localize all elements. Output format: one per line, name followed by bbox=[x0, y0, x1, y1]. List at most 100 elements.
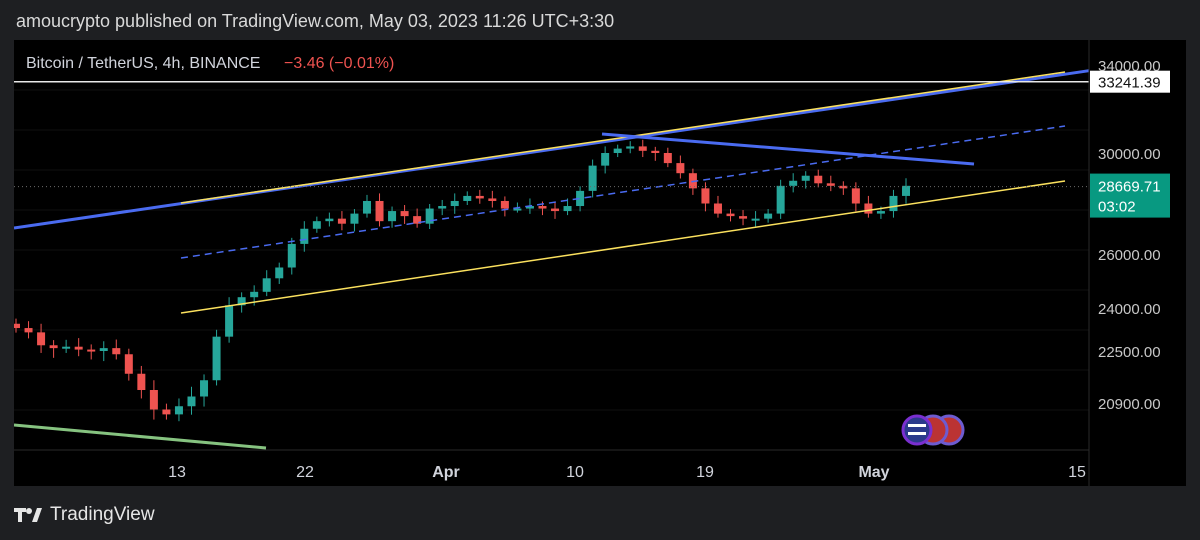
candle[interactable] bbox=[663, 153, 672, 164]
price-chart[interactable]: 34000.0030000.0026000.0024000.0022500.00… bbox=[14, 40, 1186, 486]
candle[interactable] bbox=[62, 346, 71, 349]
candle[interactable] bbox=[463, 195, 472, 201]
footer: TradingView bbox=[14, 504, 155, 526]
candle[interactable] bbox=[375, 200, 384, 222]
candle[interactable] bbox=[413, 216, 422, 224]
chart-panel[interactable]: 34000.00 30000.00 26000.00 24000.00 22500.00… bbox=[14, 40, 1186, 486]
candle[interactable] bbox=[488, 198, 497, 201]
support-line-old[interactable] bbox=[14, 423, 267, 450]
candle[interactable] bbox=[212, 336, 221, 381]
flag-stripe bbox=[908, 432, 926, 435]
candle[interactable] bbox=[726, 213, 735, 217]
candle[interactable] bbox=[425, 208, 434, 224]
candle[interactable] bbox=[275, 267, 284, 279]
x-tick-label: 10 bbox=[566, 464, 584, 481]
chart-legend-symbol: Bitcoin / TetherUS, 4h, BINANCE bbox=[26, 55, 260, 72]
us-flag-icon[interactable] bbox=[901, 414, 933, 446]
candle[interactable] bbox=[14, 323, 20, 329]
candle[interactable] bbox=[513, 208, 522, 211]
candle[interactable] bbox=[362, 200, 371, 214]
x-tick-label: 19 bbox=[696, 464, 714, 481]
candle-countdown-label: 03:02 bbox=[1098, 199, 1136, 216]
candle[interactable] bbox=[337, 218, 346, 224]
candle[interactable] bbox=[902, 185, 910, 196]
candle[interactable] bbox=[312, 221, 321, 229]
candle[interactable] bbox=[350, 213, 359, 224]
candle[interactable] bbox=[200, 380, 209, 397]
candle[interactable] bbox=[801, 175, 810, 181]
candle[interactable] bbox=[325, 218, 334, 222]
candle[interactable] bbox=[149, 390, 158, 410]
candle[interactable] bbox=[112, 348, 121, 355]
candle[interactable] bbox=[225, 305, 234, 337]
candle[interactable] bbox=[475, 195, 484, 199]
candle[interactable] bbox=[174, 406, 183, 415]
candle[interactable] bbox=[300, 228, 309, 244]
candle[interactable] bbox=[688, 173, 697, 189]
candle[interactable] bbox=[576, 190, 585, 207]
candle[interactable] bbox=[789, 180, 798, 186]
flag-stripe bbox=[908, 424, 926, 427]
y-tick-label: 20900.00 bbox=[1098, 396, 1161, 413]
candle[interactable] bbox=[37, 332, 46, 346]
candle[interactable] bbox=[601, 153, 610, 166]
candle[interactable] bbox=[287, 243, 296, 268]
resistance-trendline[interactable] bbox=[601, 132, 975, 166]
candle[interactable] bbox=[876, 211, 885, 214]
candle[interactable] bbox=[388, 211, 397, 222]
x-tick-label: May bbox=[858, 464, 889, 481]
candle[interactable] bbox=[826, 183, 835, 186]
publisher-line: amoucrypto published on TradingView.com,… bbox=[16, 11, 615, 31]
candle[interactable] bbox=[538, 206, 547, 209]
candle[interactable] bbox=[626, 146, 635, 149]
candle[interactable] bbox=[162, 409, 171, 415]
candle[interactable] bbox=[74, 346, 83, 350]
candle[interactable] bbox=[237, 297, 246, 306]
candle[interactable] bbox=[701, 188, 710, 204]
channel-upper-trendline[interactable] bbox=[14, 69, 1090, 230]
candle[interactable] bbox=[137, 373, 146, 390]
event-flags[interactable] bbox=[901, 414, 965, 446]
x-tick-label: Apr bbox=[432, 464, 460, 481]
candle[interactable] bbox=[450, 200, 459, 207]
x-tick-label: 13 bbox=[168, 464, 186, 481]
x-tick-label: 15 bbox=[1068, 464, 1086, 481]
candle[interactable] bbox=[551, 208, 560, 212]
candle[interactable] bbox=[250, 291, 259, 298]
candle[interactable] bbox=[400, 211, 409, 217]
candle[interactable] bbox=[864, 203, 873, 214]
candle[interactable] bbox=[87, 349, 96, 352]
candle[interactable] bbox=[851, 188, 860, 204]
tradingview-logo-icon bbox=[14, 508, 42, 522]
candle[interactable] bbox=[638, 146, 647, 151]
candle[interactable] bbox=[776, 185, 785, 214]
candle[interactable] bbox=[124, 354, 133, 374]
candle[interactable] bbox=[613, 148, 622, 153]
channel-lower-line[interactable] bbox=[180, 180, 1066, 314]
candle[interactable] bbox=[187, 396, 196, 407]
candle[interactable] bbox=[713, 203, 722, 214]
y-tick-label: 30000.00 bbox=[1098, 146, 1161, 163]
candle[interactable] bbox=[739, 216, 748, 219]
candle[interactable] bbox=[99, 348, 108, 351]
candle[interactable] bbox=[525, 206, 534, 209]
candle[interactable] bbox=[563, 206, 572, 212]
candle[interactable] bbox=[24, 328, 33, 333]
candle[interactable] bbox=[49, 345, 58, 349]
candle[interactable] bbox=[814, 175, 823, 184]
last-price-badge bbox=[1090, 173, 1170, 218]
candle[interactable] bbox=[438, 206, 447, 209]
candle[interactable] bbox=[839, 185, 848, 189]
candle[interactable] bbox=[500, 200, 509, 209]
candle[interactable] bbox=[889, 195, 898, 212]
candle[interactable] bbox=[764, 213, 773, 219]
channel-midline[interactable] bbox=[180, 125, 1066, 259]
channel-upper-line[interactable] bbox=[180, 71, 1066, 204]
x-tick-label: 22 bbox=[296, 464, 314, 481]
candle[interactable] bbox=[751, 218, 760, 221]
footer-brand[interactable]: TradingView bbox=[50, 504, 155, 525]
candle[interactable] bbox=[676, 163, 685, 174]
candle[interactable] bbox=[651, 150, 660, 153]
candle[interactable] bbox=[588, 165, 597, 191]
candle[interactable] bbox=[262, 278, 271, 292]
